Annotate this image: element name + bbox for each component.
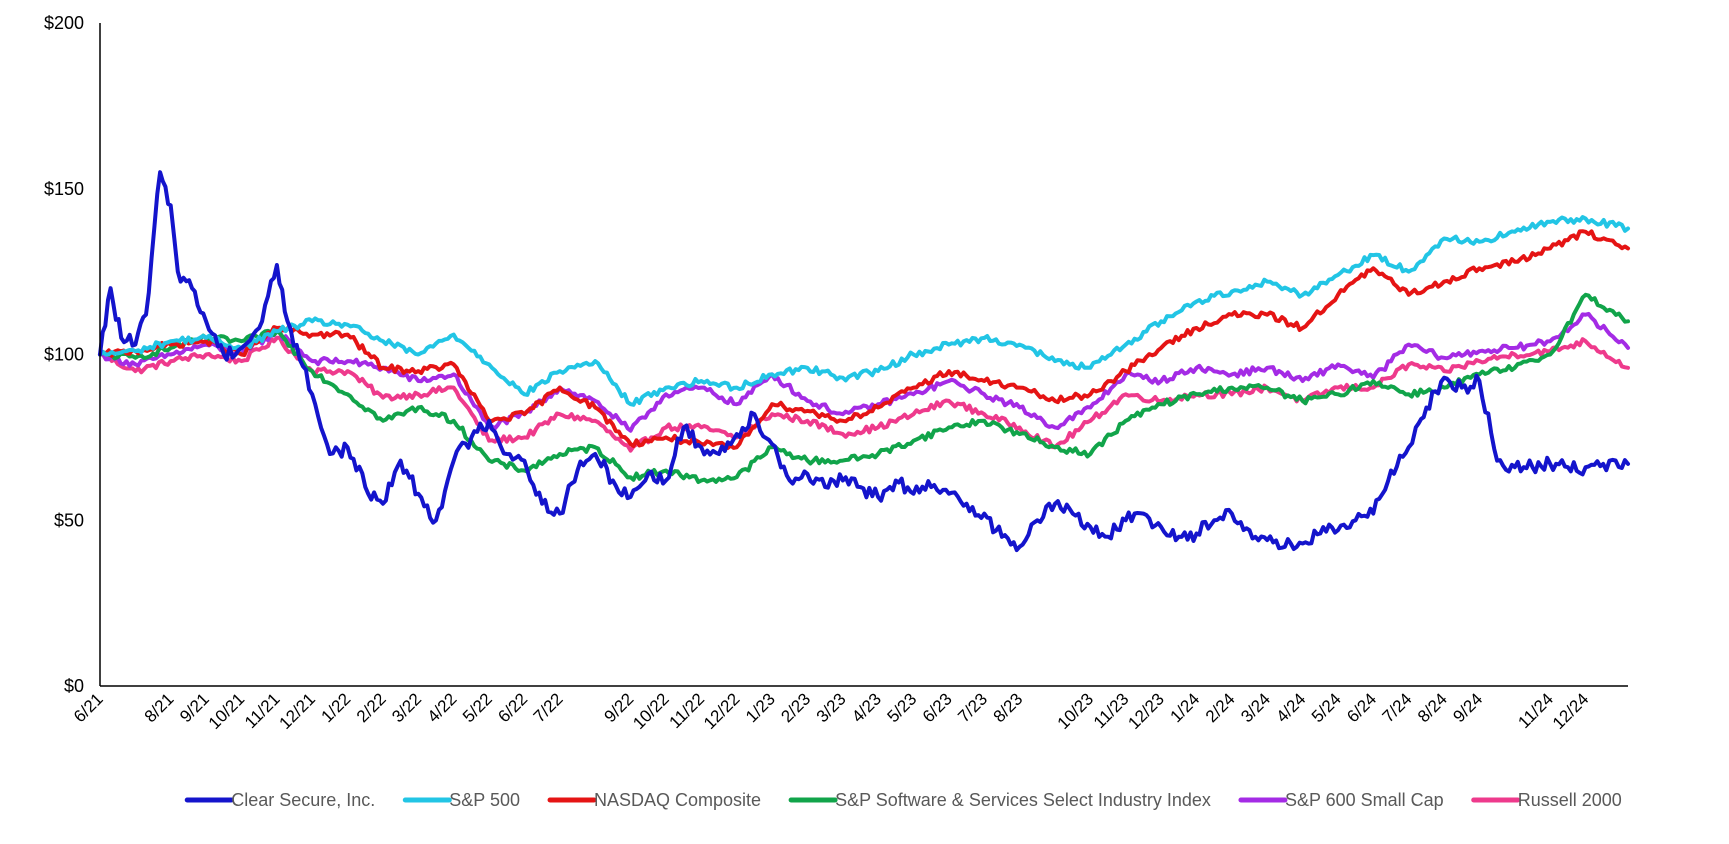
- x-tick-label: 4/24: [1273, 689, 1310, 726]
- legend-item: S&P Software & Services Select Industry …: [788, 790, 1211, 810]
- x-tick-label: 3/24: [1237, 689, 1274, 726]
- y-tick-label: $50: [54, 510, 84, 530]
- series-line-s-p-software-services-select-industry-index: [98, 292, 1630, 484]
- legend: Clear Secure, Inc. S&P 500 NASDAQ Composit…: [184, 790, 1622, 810]
- y-axis-ticks: $0 $50 $100 $150 $200: [44, 13, 84, 696]
- x-tick-label: 12/21: [276, 689, 320, 733]
- series-line-russell-2000: [98, 335, 1630, 453]
- x-tick-label: 11/22: [665, 689, 708, 732]
- x-tick-label: 11/24: [1514, 689, 1557, 732]
- x-tick-label: 2/24: [1202, 689, 1239, 726]
- y-tick-label: $150: [44, 179, 84, 199]
- x-tick-label: 7/24: [1379, 689, 1416, 726]
- x-tick-label: 12/23: [1124, 689, 1168, 733]
- x-tick-label: 10/21: [205, 689, 249, 733]
- legend-label: NASDAQ Composite: [594, 790, 761, 810]
- x-tick-label: 5/23: [884, 689, 921, 726]
- x-tick-label: 10/23: [1054, 689, 1098, 733]
- x-tick-label: 5/22: [459, 689, 496, 726]
- x-tick-label: 6/23: [919, 689, 956, 726]
- x-tick-label: 7/23: [954, 689, 991, 726]
- legend-item: NASDAQ Composite: [547, 790, 761, 810]
- legend-item: S&P 500: [402, 790, 520, 810]
- series-line-clear-secure-inc: [98, 170, 1630, 553]
- x-tick-label: 8/24: [1414, 689, 1451, 726]
- x-tick-label: 1/22: [318, 689, 355, 726]
- x-tick-label: 2/22: [353, 689, 390, 726]
- x-tick-label: 9/24: [1449, 689, 1486, 726]
- series-line-s-p-600-small-cap: [98, 311, 1630, 433]
- x-tick-label: 3/22: [388, 689, 425, 726]
- x-tick-label: 8/21: [141, 689, 178, 726]
- x-tick-label: 1/23: [742, 689, 779, 726]
- x-tick-label: 4/23: [848, 689, 885, 726]
- legend-label: S&P 600 Small Cap: [1285, 790, 1444, 810]
- legend-item: Clear Secure, Inc.: [184, 790, 375, 810]
- x-tick-label: 5/24: [1308, 689, 1345, 726]
- x-tick-label: 7/22: [530, 689, 567, 726]
- x-tick-label: 12/24: [1549, 689, 1593, 733]
- series-line-s-p-500: [98, 215, 1630, 407]
- x-tick-label: 8/23: [990, 689, 1027, 726]
- x-tick-label: 3/23: [813, 689, 850, 726]
- x-tick-label: 11/23: [1090, 689, 1133, 732]
- legend-label: Russell 2000: [1518, 790, 1622, 810]
- x-tick-label: 2/23: [777, 689, 814, 726]
- x-axis-ticks: 6/21 8/219/2110/2111/2112/211/222/223/224…: [70, 689, 1592, 733]
- x-tick-label: 11/21: [241, 689, 284, 732]
- legend-label: S&P Software & Services Select Industry …: [835, 790, 1211, 810]
- x-tick-label: 4/22: [424, 689, 461, 726]
- x-tick-label: 10/22: [629, 689, 673, 733]
- series-line-nasdaq-composite: [98, 229, 1630, 450]
- legend-item: Russell 2000: [1471, 790, 1622, 810]
- legend-item: S&P 600 Small Cap: [1238, 790, 1444, 810]
- x-tick-label: 1/24: [1166, 689, 1203, 726]
- x-tick-label: 12/22: [700, 689, 744, 733]
- y-tick-label: $100: [44, 345, 84, 365]
- y-tick-label: $200: [44, 13, 84, 33]
- x-tick-label: 6/24: [1343, 689, 1380, 726]
- legend-label: S&P 500: [449, 790, 520, 810]
- legend-label: Clear Secure, Inc.: [231, 790, 375, 810]
- x-tick-label: 6/22: [494, 689, 531, 726]
- plot-area: [98, 170, 1630, 553]
- y-tick-label: $0: [64, 676, 84, 696]
